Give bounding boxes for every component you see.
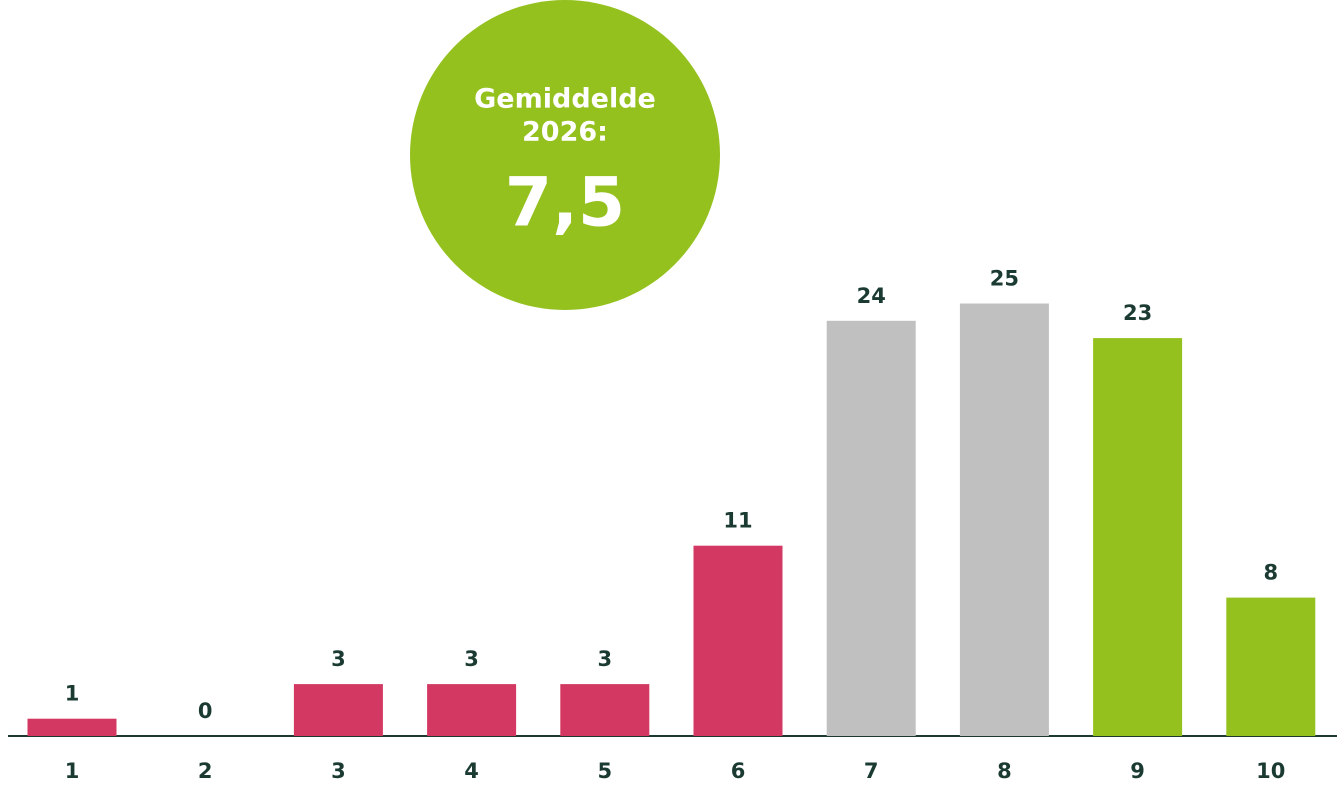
bar bbox=[693, 545, 783, 736]
value-label: 1 bbox=[65, 682, 80, 706]
bar bbox=[293, 684, 383, 736]
x-tick-label: 10 bbox=[1256, 759, 1285, 783]
x-tick-label: 2 bbox=[198, 759, 213, 783]
average-badge bbox=[410, 0, 720, 310]
average-caption: 2026: bbox=[522, 117, 608, 148]
x-tick-label: 9 bbox=[1130, 759, 1145, 783]
bar bbox=[560, 684, 650, 736]
value-label: 3 bbox=[597, 647, 612, 671]
x-tick-label: 6 bbox=[731, 759, 746, 783]
bar bbox=[1093, 338, 1183, 736]
bar bbox=[1226, 597, 1316, 736]
x-tick-label: 5 bbox=[597, 759, 612, 783]
value-label: 23 bbox=[1123, 301, 1152, 325]
value-label: 8 bbox=[1263, 561, 1278, 585]
value-label: 25 bbox=[990, 267, 1019, 291]
bar bbox=[826, 320, 916, 736]
bar bbox=[27, 718, 117, 736]
value-label: 0 bbox=[198, 699, 213, 723]
value-label: 3 bbox=[464, 647, 479, 671]
x-tick-label: 8 bbox=[997, 759, 1012, 783]
value-label: 24 bbox=[857, 284, 886, 308]
x-tick-label: 4 bbox=[464, 759, 479, 783]
value-label: 11 bbox=[723, 509, 752, 533]
x-tick-label: 7 bbox=[864, 759, 879, 783]
bar bbox=[959, 303, 1049, 736]
average-caption: Gemiddelde bbox=[474, 84, 656, 115]
x-tick-label: 1 bbox=[65, 759, 80, 783]
bar bbox=[427, 684, 517, 736]
value-label: 3 bbox=[331, 647, 346, 671]
x-tick-label: 3 bbox=[331, 759, 346, 783]
average-value: 7,5 bbox=[505, 164, 625, 243]
